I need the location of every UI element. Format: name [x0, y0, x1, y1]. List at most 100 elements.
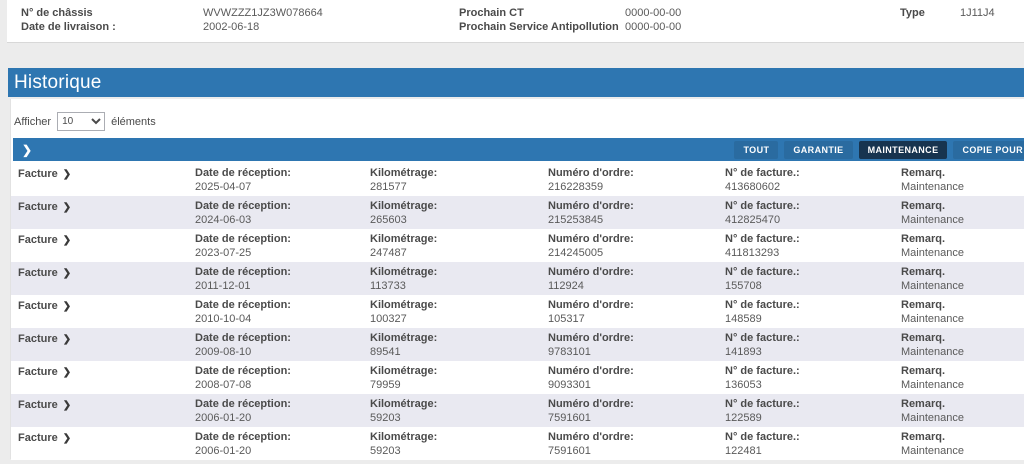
reception-date-value: 2023-07-25 [195, 246, 252, 259]
remark-label: Remarq. [901, 365, 946, 377]
mileage-label: Kilométrage: [370, 233, 438, 245]
delivery-date-label: Date de livraison : [21, 21, 116, 33]
reception-date-value: 2010-10-04 [195, 312, 252, 325]
invoice-number-value: 413680602 [725, 180, 781, 193]
invoice-number-label: N° de facture.: [725, 431, 800, 443]
facture-link-label: Facture [18, 300, 58, 312]
table-row: Facture ❯ Date de réception: 2024-06-03 … [11, 196, 1024, 229]
mileage-label: Kilométrage: [370, 398, 438, 410]
table-row: Facture ❯ Date de réception: 2023-07-25 … [11, 229, 1024, 262]
filter-button-garantie[interactable]: GARANTIE [784, 140, 853, 159]
next-ct-value: 0000-00-00 [625, 7, 682, 19]
invoice-number-value: 122589 [725, 411, 762, 424]
next-antipollution-label: Prochain Service Antipollution [459, 21, 619, 33]
order-number-label: Numéro d'ordre: [548, 365, 634, 377]
table-row: Facture ❯ Date de réception: 2025-04-07 … [11, 163, 1024, 196]
order-number-value: 214245005 [548, 246, 604, 259]
table-row: Facture ❯ Date de réception: 2008-07-08 … [11, 361, 1024, 394]
reception-date-label: Date de réception: [195, 299, 291, 311]
facture-link[interactable]: Facture ❯ [18, 333, 71, 347]
history-panel: Afficher 10 éléments ❯ TOUT GARANTIE MAINT… [10, 99, 1024, 460]
facture-link[interactable]: Facture ❯ [18, 432, 71, 446]
reception-date-label: Date de réception: [195, 365, 291, 377]
chevron-right-icon: ❯ [62, 235, 72, 246]
next-ct-label: Prochain CT [459, 7, 524, 19]
page-size-select[interactable]: 10 [57, 112, 106, 131]
invoice-number-label: N° de facture.: [725, 167, 800, 179]
remark-value: Maintenance [901, 213, 964, 226]
table-row: Facture ❯ Date de réception: 2006-01-20 … [11, 394, 1024, 427]
facture-link[interactable]: Facture ❯ [18, 201, 71, 215]
table-row: Facture ❯ Date de réception: 2010-10-04 … [11, 295, 1024, 328]
expand-chevron-icon[interactable]: ❯ [22, 142, 33, 157]
facture-link[interactable]: Facture ❯ [18, 234, 71, 248]
order-number-label: Numéro d'ordre: [548, 431, 634, 443]
mileage-value: 247487 [370, 246, 407, 259]
chevron-right-icon: ❯ [62, 301, 72, 312]
history-rows: Facture ❯ Date de réception: 2025-04-07 … [11, 163, 1024, 460]
remark-value: Maintenance [901, 279, 964, 292]
reception-date-label: Date de réception: [195, 398, 291, 410]
facture-link-label: Facture [18, 267, 58, 279]
remark-value: Maintenance [901, 180, 964, 193]
facture-link[interactable]: Facture ❯ [18, 366, 71, 380]
remark-label: Remarq. [901, 167, 946, 179]
order-number-label: Numéro d'ordre: [548, 200, 634, 212]
page-title: Historique [14, 71, 102, 93]
page-size-control: Afficher 10 éléments [14, 112, 156, 131]
reception-date-label: Date de réception: [195, 266, 291, 278]
reception-date-label: Date de réception: [195, 431, 291, 443]
facture-link[interactable]: Facture ❯ [18, 168, 71, 182]
reception-date-value: 2024-06-03 [195, 213, 252, 226]
chevron-right-icon: ❯ [62, 169, 72, 180]
mileage-value: 79959 [370, 378, 401, 391]
reception-date-value: 2006-01-20 [195, 444, 252, 457]
chassis-value: WVWZZZ1JZ3W078664 [203, 7, 323, 19]
invoice-number-label: N° de facture.: [725, 332, 800, 344]
reception-date-label: Date de réception: [195, 167, 291, 179]
section-bar: Historique [8, 68, 1024, 97]
invoice-number-label: N° de facture.: [725, 398, 800, 410]
facture-link[interactable]: Facture ❯ [18, 267, 71, 281]
reception-date-label: Date de réception: [195, 332, 291, 344]
remark-label: Remarq. [901, 233, 946, 245]
facture-link-label: Facture [18, 399, 58, 411]
filter-button-tout[interactable]: TOUT [734, 140, 779, 159]
invoice-number-label: N° de facture.: [725, 299, 800, 311]
mileage-label: Kilométrage: [370, 266, 438, 278]
order-number-value: 216228359 [548, 180, 604, 193]
chevron-right-icon: ❯ [62, 268, 72, 279]
order-number-label: Numéro d'ordre: [548, 299, 634, 311]
chevron-right-icon: ❯ [62, 400, 72, 411]
order-number-value: 7591601 [548, 444, 591, 457]
invoice-number-value: 141893 [725, 345, 762, 358]
order-number-value: 7591601 [548, 411, 591, 424]
chevron-right-icon: ❯ [62, 367, 72, 378]
invoice-number-label: N° de facture.: [725, 365, 800, 377]
invoice-number-value: 136053 [725, 378, 762, 391]
facture-link-label: Facture [18, 234, 58, 246]
filter-button-maintenance[interactable]: MAINTENANCE [858, 140, 948, 159]
table-row: Facture ❯ Date de réception: 2009-08-10 … [11, 328, 1024, 361]
mileage-value: 89541 [370, 345, 401, 358]
filter-button-copie-pour[interactable]: COPIE POUR [953, 140, 1024, 159]
remark-value: Maintenance [901, 378, 964, 391]
remark-value: Maintenance [901, 444, 964, 457]
facture-link-label: Facture [18, 333, 58, 345]
facture-link[interactable]: Facture ❯ [18, 300, 71, 314]
chevron-right-icon: ❯ [62, 202, 72, 213]
order-number-value: 105317 [548, 312, 585, 325]
facture-link[interactable]: Facture ❯ [18, 399, 71, 413]
mileage-label: Kilométrage: [370, 200, 438, 212]
chevron-right-icon: ❯ [62, 433, 72, 444]
order-number-value: 9783101 [548, 345, 591, 358]
page-size-suffix-label: éléments [111, 115, 156, 128]
mileage-label: Kilométrage: [370, 332, 438, 344]
next-antipollution-value: 0000-00-00 [625, 21, 682, 33]
remark-label: Remarq. [901, 332, 946, 344]
invoice-number-value: 122481 [725, 444, 762, 457]
invoice-number-value: 411813293 [725, 246, 780, 259]
remark-label: Remarq. [901, 266, 946, 278]
reception-date-value: 2008-07-08 [195, 378, 252, 391]
remark-value: Maintenance [901, 345, 964, 358]
